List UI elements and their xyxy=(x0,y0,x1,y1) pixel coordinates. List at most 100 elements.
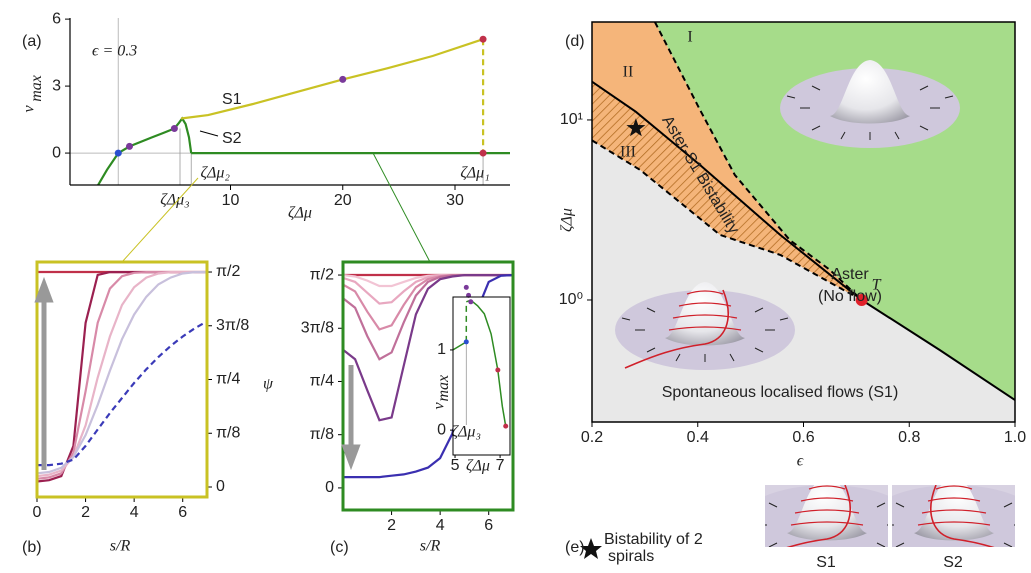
y-tick-label: π/8 xyxy=(216,424,240,441)
point xyxy=(495,367,500,372)
series-line xyxy=(174,119,191,154)
x-tick-label: 4 xyxy=(436,517,445,534)
series-line xyxy=(98,129,174,186)
panel-label: (a) xyxy=(22,33,42,50)
x-tick-label: 20 xyxy=(334,192,352,209)
y-tick-label: 10⁰ xyxy=(559,291,583,308)
y-tick-label: 3 xyxy=(52,77,61,94)
y-tick-label: 0 xyxy=(52,144,61,161)
region-label: II xyxy=(623,64,634,81)
series-line xyxy=(37,272,207,473)
series-label: S1 xyxy=(222,91,242,108)
connector xyxy=(122,178,198,262)
x-tick-label: 0.4 xyxy=(687,429,709,446)
x-tick-label: 7 xyxy=(496,457,505,474)
figure: ζΔμ₃ζΔμ₂ζΔμ₁S2S1102030036ζΔμvmax(a)ϵ = 0… xyxy=(0,0,1031,573)
series-line xyxy=(37,321,207,465)
y-tick-label: 3π/8 xyxy=(301,319,334,336)
y-tick-label: 0 xyxy=(216,478,225,495)
x-tick-label: 0.2 xyxy=(581,429,603,446)
caption: spirals xyxy=(608,548,654,565)
point xyxy=(126,143,133,150)
region-label: Spontaneous localised flows (S1) xyxy=(662,384,899,401)
annotation: ζΔμ₃ xyxy=(452,424,481,441)
point xyxy=(339,76,346,83)
image-label: S2 xyxy=(943,554,963,571)
x-tick-label: 1.0 xyxy=(1004,429,1026,446)
arrow xyxy=(345,365,357,463)
y-axis-label-main: v xyxy=(431,402,448,410)
point xyxy=(464,339,469,344)
plot-area xyxy=(37,272,207,482)
annotation: ζΔμ₂ xyxy=(200,165,230,182)
point xyxy=(480,36,487,43)
y-tick-label: π/4 xyxy=(310,373,334,390)
panel-label: (e) xyxy=(565,539,585,556)
panel: ζΔμ₃ ζΔμ₂ ζΔμ₁ S2 S1 10 20 30 0 3 6 ζΔμ v max (a) ϵ = 0… xyxy=(21,10,510,221)
y-tick-label: π/4 xyxy=(216,371,240,388)
arrow xyxy=(38,284,50,470)
x-tick-label: 0.8 xyxy=(898,429,920,446)
parameter-label: ϵ = 0.3 xyxy=(92,43,137,60)
series-label: S2 xyxy=(222,130,242,147)
annotation: ζΔμ₁ xyxy=(460,165,489,182)
image-label: S1 xyxy=(816,554,836,571)
y-tick-label: 0 xyxy=(325,479,334,496)
x-tick-label: 10 xyxy=(222,192,240,209)
x-axis-label: ζΔμ xyxy=(466,458,490,475)
y-axis-label: v max xyxy=(21,75,45,112)
panel-label: (b) xyxy=(22,539,42,556)
y-axis-label-main: v xyxy=(21,105,38,113)
image xyxy=(737,477,917,565)
x-tick-label: 5 xyxy=(451,457,460,474)
x-axis-label: ζΔμ xyxy=(288,205,312,222)
x-tick-label: 2 xyxy=(81,504,90,521)
x-tick-label: 6 xyxy=(484,517,493,534)
y-tick-label: π/2 xyxy=(216,263,240,280)
pointer xyxy=(200,131,218,136)
y-tick-label: 6 xyxy=(52,10,61,27)
x-tick-label: 4 xyxy=(130,504,139,521)
region-label: (No flow) xyxy=(818,288,882,305)
region-label: I xyxy=(687,29,692,46)
y-tick-label: π/2 xyxy=(310,266,334,283)
y-tick-label: 0 xyxy=(437,421,446,438)
connector xyxy=(373,153,430,262)
annotation: ζΔμ₃ xyxy=(160,192,189,209)
y-axis-label-main: ζΔμ xyxy=(559,208,576,232)
x-tick-label: 30 xyxy=(446,192,464,209)
x-tick-label: 2 xyxy=(387,517,396,534)
x-tick-label: 0.6 xyxy=(792,429,814,446)
y-axis-label-main: ψ xyxy=(263,376,274,393)
region-label: III xyxy=(620,144,636,161)
x-tick-label: 6 xyxy=(178,504,187,521)
region-label: Aster xyxy=(831,266,869,283)
x-axis-label: s/R xyxy=(420,538,441,555)
y-axis-label-sub: max xyxy=(435,375,452,402)
y-axis-label: ψ xyxy=(263,376,274,393)
y-tick-label: 10¹ xyxy=(560,111,583,128)
point xyxy=(480,150,487,157)
x-axis-label: s/R xyxy=(110,538,131,555)
y-tick-label: 1 xyxy=(437,341,446,358)
y-axis-label-sub: max xyxy=(28,75,45,102)
panel-label: (c) xyxy=(330,539,349,556)
point xyxy=(503,424,508,429)
panel-label: (d) xyxy=(565,33,585,50)
x-axis-label: ϵ xyxy=(797,453,804,470)
point xyxy=(115,150,122,157)
series-line xyxy=(37,272,207,476)
caption: Bistability of 2 xyxy=(604,531,703,548)
point xyxy=(468,299,473,304)
x-tick-label: 0 xyxy=(33,504,42,521)
frame xyxy=(37,262,207,497)
y-axis-label: ζΔμ xyxy=(559,208,576,232)
panel: 0 2 4 6 0 π/8 π/4 3π/8 π/2 s/R ψ (b) xyxy=(22,262,274,556)
point xyxy=(464,285,469,290)
y-tick-label: 3π/8 xyxy=(216,317,249,334)
y-tick-label: π/8 xyxy=(310,426,334,443)
point xyxy=(171,125,178,132)
image xyxy=(864,477,1031,565)
